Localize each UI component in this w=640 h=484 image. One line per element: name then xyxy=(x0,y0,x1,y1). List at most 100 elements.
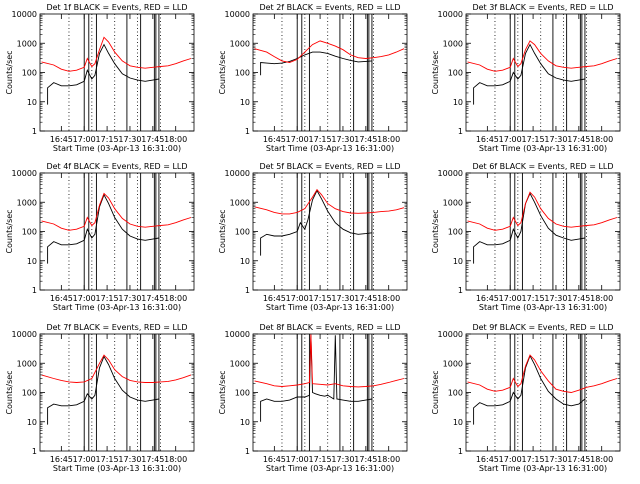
y-tick-label: 1000 xyxy=(17,359,37,368)
events-series-line xyxy=(473,192,585,264)
x-tick-label: 18:00 xyxy=(164,294,187,303)
events-series-line xyxy=(47,355,159,425)
x-axis-label: Start Time (03-Apr-13 16:31:00) xyxy=(266,144,394,153)
chart-title: Det 6f BLACK = Events, RED = LLD xyxy=(472,162,613,171)
x-axis-label: Start Time (03-Apr-13 16:31:00) xyxy=(53,303,181,312)
lld-series-line xyxy=(254,334,405,388)
x-axis-label: Start Time (03-Apr-13 16:31:00) xyxy=(53,464,181,473)
y-tick-label: 10000 xyxy=(438,10,463,19)
x-tick-label: 17:30 xyxy=(331,135,354,144)
chart-panel-4: Det 4f BLACK = Events, RED = LLD 1 10 100 10… xyxy=(5,162,195,312)
lld-series-line xyxy=(41,354,192,383)
y-tick-label: 1000 xyxy=(443,198,463,207)
y-tick-label: 100 xyxy=(235,228,250,237)
x-tick-label: 17:45 xyxy=(567,294,590,303)
lld-series-line xyxy=(254,40,405,63)
y-axis-label: Counts/sec xyxy=(218,209,227,253)
y-tick-label: 100 xyxy=(22,69,37,78)
x-tick-label: 18:00 xyxy=(164,455,187,464)
lld-series-line xyxy=(467,354,618,393)
x-tick-label: 17:15 xyxy=(522,294,545,303)
y-tick-label: 10000 xyxy=(225,10,250,19)
plot-frame xyxy=(465,13,621,132)
x-tick-label: 17:15 xyxy=(309,135,332,144)
y-tick-label: 1000 xyxy=(17,39,37,48)
y-axis-label: Counts/sec xyxy=(431,50,440,94)
x-tick-label: 17:45 xyxy=(567,135,590,144)
y-tick-label: 1000 xyxy=(443,359,463,368)
y-tick-label: 100 xyxy=(448,389,463,398)
events-series-line xyxy=(260,189,372,256)
chart-title: Det 8f BLACK = Events, RED = LLD xyxy=(259,323,400,332)
plot-frame xyxy=(39,333,195,452)
x-tick-label: 17:45 xyxy=(354,455,377,464)
x-tick-label: 17:15 xyxy=(309,294,332,303)
x-tick-label: 17:30 xyxy=(118,455,141,464)
y-tick-label: 100 xyxy=(448,69,463,78)
chart-panel-9: Det 9f BLACK = Events, RED = LLD 1 10 100 10… xyxy=(431,323,621,473)
plot-frame xyxy=(252,333,408,452)
events-series-line xyxy=(260,335,372,422)
y-tick-label: 10 xyxy=(240,418,250,427)
x-tick-label: 17:15 xyxy=(522,455,545,464)
y-tick-label: 10000 xyxy=(225,169,250,178)
y-tick-label: 10 xyxy=(453,418,463,427)
x-tick-label: 16:45 xyxy=(263,135,286,144)
x-tick-label: 17:15 xyxy=(96,455,119,464)
y-tick-label: 100 xyxy=(448,228,463,237)
chart-title: Det 7f BLACK = Events, RED = LLD xyxy=(46,323,187,332)
y-tick-label: 10000 xyxy=(12,330,37,339)
chart-panel-1: Det 1f BLACK = Events, RED = LLD 1 10 100 10… xyxy=(5,3,195,153)
x-tick-label: 16:45 xyxy=(50,135,73,144)
y-tick-label: 10000 xyxy=(225,330,250,339)
y-tick-label: 100 xyxy=(235,389,250,398)
x-tick-label: 17:30 xyxy=(331,455,354,464)
y-tick-label: 10 xyxy=(453,257,463,266)
y-tick-label: 1000 xyxy=(17,198,37,207)
lld-series-line xyxy=(41,36,192,72)
y-tick-label: 1000 xyxy=(230,39,250,48)
x-axis-label: Start Time (03-Apr-13 16:31:00) xyxy=(479,303,607,312)
events-series-line xyxy=(47,193,159,264)
plot-frame xyxy=(465,172,621,291)
x-tick-label: 17:30 xyxy=(544,294,567,303)
x-tick-label: 16:45 xyxy=(263,455,286,464)
y-tick-label: 1 xyxy=(458,286,463,295)
x-tick-label: 17:00 xyxy=(73,294,96,303)
y-tick-label: 1 xyxy=(245,447,250,456)
y-tick-label: 1 xyxy=(245,286,250,295)
x-tick-label: 17:45 xyxy=(141,455,164,464)
y-tick-label: 100 xyxy=(22,228,37,237)
x-tick-label: 17:30 xyxy=(544,455,567,464)
y-tick-label: 10 xyxy=(240,257,250,266)
y-tick-label: 10 xyxy=(240,98,250,107)
x-tick-label: 18:00 xyxy=(377,135,400,144)
plot-frame xyxy=(39,172,195,291)
x-tick-label: 16:45 xyxy=(476,294,499,303)
y-axis-label: Counts/sec xyxy=(5,370,14,414)
chart-title: Det 1f BLACK = Events, RED = LLD xyxy=(46,3,187,12)
x-axis-label: Start Time (03-Apr-13 16:31:00) xyxy=(53,144,181,153)
y-tick-label: 10 xyxy=(27,418,37,427)
y-axis-label: Counts/sec xyxy=(5,50,14,94)
y-tick-label: 1000 xyxy=(230,359,250,368)
y-tick-label: 10 xyxy=(453,98,463,107)
x-tick-label: 17:45 xyxy=(141,135,164,144)
y-axis-label: Counts/sec xyxy=(218,50,227,94)
x-tick-label: 18:00 xyxy=(590,135,613,144)
y-tick-label: 10000 xyxy=(12,10,37,19)
x-tick-label: 17:30 xyxy=(544,135,567,144)
chart-title: Det 2f BLACK = Events, RED = LLD xyxy=(259,3,400,12)
events-series-line xyxy=(473,43,585,105)
x-tick-label: 16:45 xyxy=(263,294,286,303)
chart-panel-3: Det 3f BLACK = Events, RED = LLD 1 10 100 10… xyxy=(431,3,621,153)
x-axis-label: Start Time (03-Apr-13 16:31:00) xyxy=(266,303,394,312)
x-tick-label: 17:15 xyxy=(96,135,119,144)
x-tick-label: 17:45 xyxy=(141,294,164,303)
x-tick-label: 17:15 xyxy=(96,294,119,303)
y-tick-label: 1 xyxy=(32,286,37,295)
x-tick-label: 17:00 xyxy=(499,135,522,144)
x-tick-label: 17:30 xyxy=(331,294,354,303)
